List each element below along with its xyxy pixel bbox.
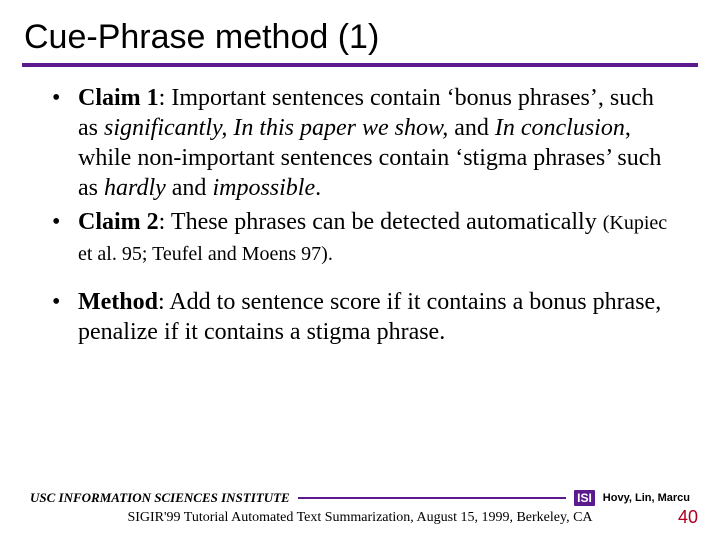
claim-2-t1: : These phrases can be detected automati… (159, 209, 603, 235)
claim-1-label: Claim 1 (78, 85, 159, 111)
spacer (52, 273, 668, 287)
claim-1-t5: . (315, 175, 321, 201)
footer-authors: Hovy, Lin, Marcu (603, 492, 690, 504)
claim-1-i3: hardly (104, 175, 166, 201)
isi-logo-icon: ISI (574, 490, 595, 506)
footer-caption: SIGIR'99 Tutorial Automated Text Summari… (0, 510, 720, 526)
claim-1-i4: impossible (212, 175, 315, 201)
bullet-marker: • (52, 83, 78, 203)
method-label: Method (78, 289, 158, 315)
content-area: • Claim 1: Important sentences contain ‘… (0, 67, 720, 347)
bullet-text: Claim 1: Important sentences contain ‘bo… (78, 83, 668, 203)
method-t1: : Add to sentence score if it contains a… (78, 289, 661, 345)
footer-top-row: USC INFORMATION SCIENCES INSTITUTE ISI H… (0, 490, 720, 506)
claim-2-label: Claim 2 (78, 209, 159, 235)
bullet-marker: • (52, 287, 78, 347)
claim-1-t4: and (166, 175, 213, 201)
bullet-text: Method: Add to sentence score if it cont… (78, 287, 668, 347)
claim-1-i2: In conclusion (495, 115, 625, 141)
claim-1-t2: and (448, 115, 495, 141)
bullet-text: Claim 2: These phrases can be detected a… (78, 207, 668, 269)
bullet-claim-1: • Claim 1: Important sentences contain ‘… (52, 83, 668, 203)
bullet-method: • Method: Add to sentence score if it co… (52, 287, 668, 347)
bullet-marker: • (52, 207, 78, 269)
footer-institute: USC INFORMATION SCIENCES INSTITUTE (30, 490, 290, 506)
page-title: Cue-Phrase method (1) (0, 0, 720, 61)
footer-divider (298, 497, 566, 499)
footer: USC INFORMATION SCIENCES INSTITUTE ISI H… (0, 490, 720, 526)
page-number: 40 (678, 507, 698, 528)
bullet-claim-2: • Claim 2: These phrases can be detected… (52, 207, 668, 269)
claim-1-i1: significantly, In this paper we show, (104, 115, 448, 141)
